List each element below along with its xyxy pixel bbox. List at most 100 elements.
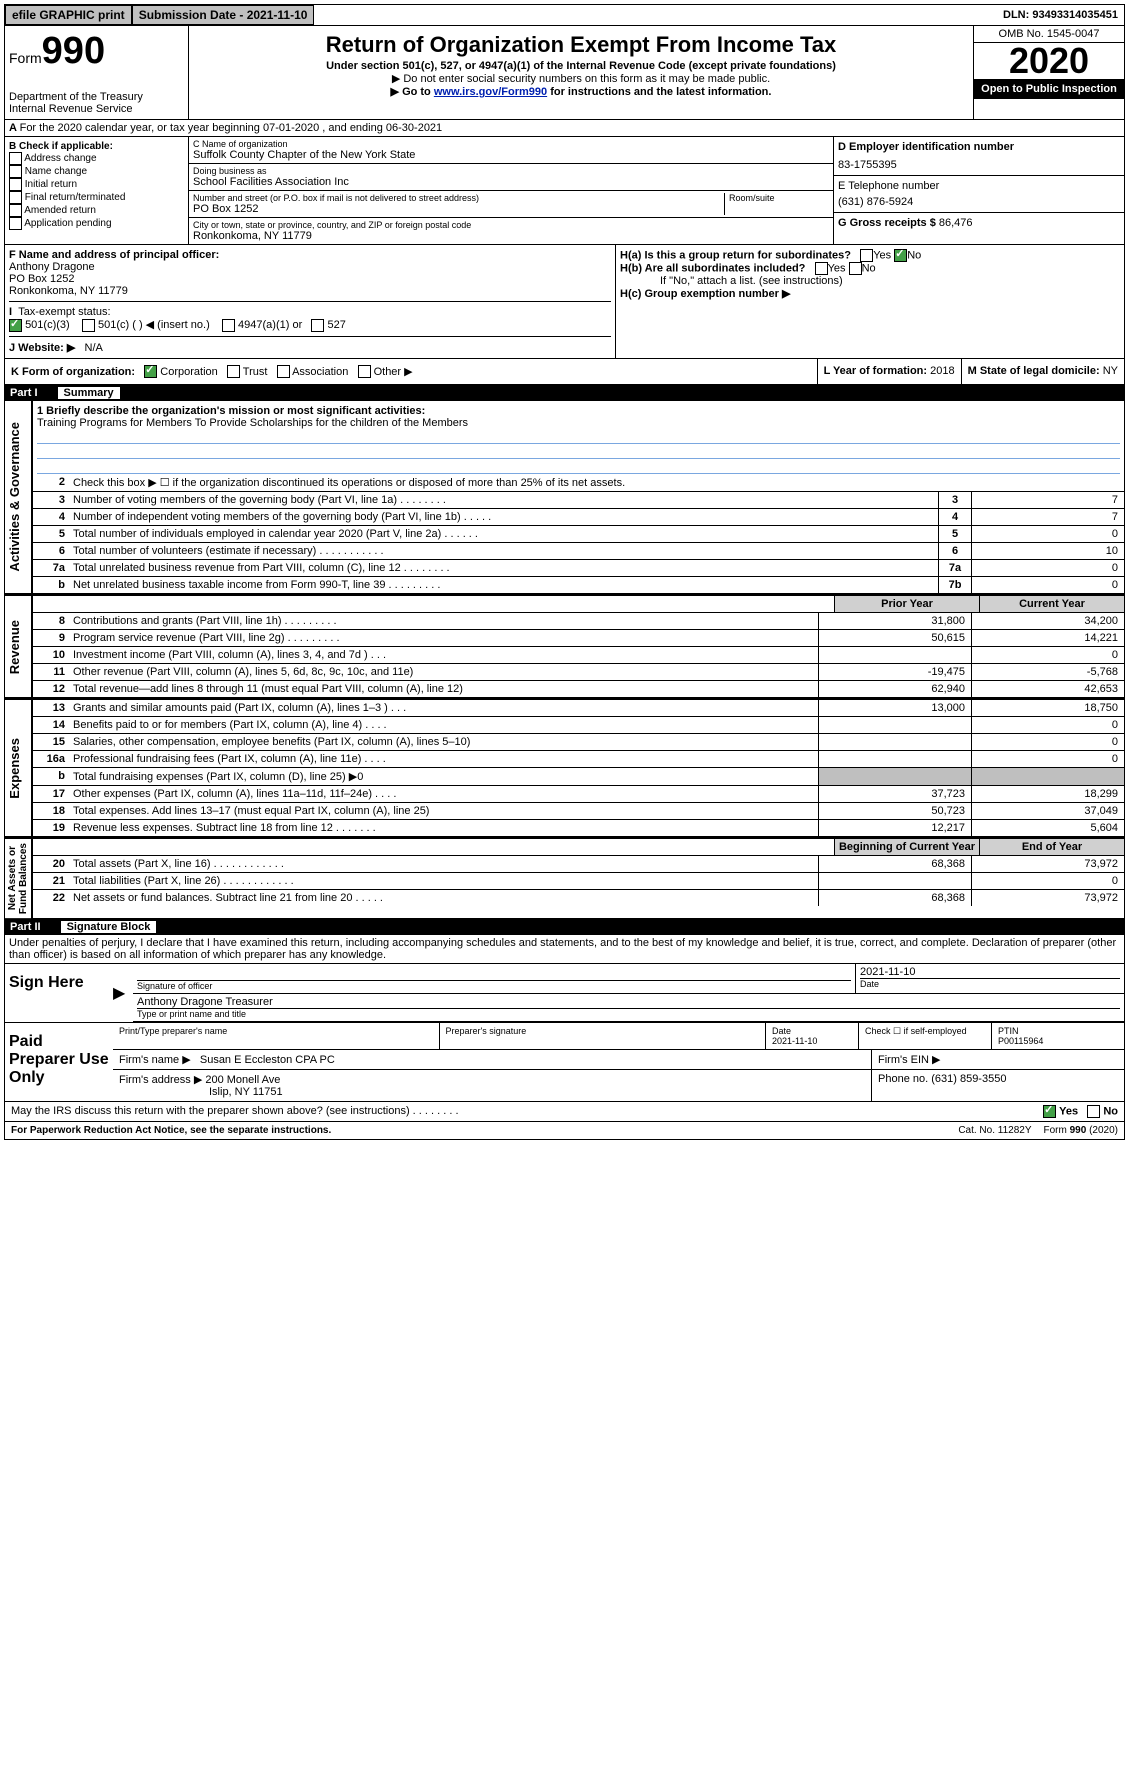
line-10: 10Investment income (Part VIII, column (… (33, 647, 1124, 664)
discuss-with-preparer: May the IRS discuss this return with the… (4, 1102, 1125, 1122)
chk-corporation[interactable] (144, 365, 157, 378)
line-12: 12Total revenue—add lines 8 through 11 (… (33, 681, 1124, 697)
line-21: 21Total liabilities (Part X, line 26) . … (33, 873, 1124, 890)
section-k-form-org: K Form of organization: Corporation Trus… (5, 359, 419, 385)
paid-preparer-label: Paid Preparer Use Only (5, 1023, 113, 1101)
arrow-icon: ▶ (113, 964, 133, 1022)
section-h-group: H(a) Is this a group return for subordin… (615, 245, 1124, 358)
summary-line-7a: 7aTotal unrelated business revenue from … (33, 560, 1124, 577)
chk-hb-no[interactable] (849, 262, 862, 275)
org-name: Suffolk County Chapter of the New York S… (193, 149, 829, 161)
line-1-label: 1 Briefly describe the organization's mi… (37, 405, 425, 417)
firm-phone: Phone no. (631) 859-3550 (871, 1070, 1124, 1101)
summary-line-5: 5Total number of individuals employed in… (33, 526, 1124, 543)
vlabel-revenue: Revenue (5, 616, 24, 678)
summary-line-4: 4Number of independent voting members of… (33, 509, 1124, 526)
revenue-section: Revenue Prior Year Current Year 8Contrib… (4, 594, 1125, 698)
section-l-year: L Year of formation: 2018 (817, 359, 961, 385)
header-beginning-year: Beginning of Current Year (834, 839, 979, 855)
line-1-mission: Training Programs for Members To Provide… (37, 417, 1120, 429)
line-22: 22Net assets or fund balances. Subtract … (33, 890, 1124, 906)
chk-association[interactable] (277, 365, 290, 378)
vlabel-expenses: Expenses (5, 734, 24, 803)
signature-of-officer-label: Signature of officer (137, 980, 851, 991)
chk-4947[interactable] (222, 319, 235, 332)
line-18: 18Total expenses. Add lines 13–17 (must … (33, 803, 1124, 820)
type-print-name-label: Type or print name and title (137, 1008, 1120, 1019)
subtitle-3: ▶ Go to www.irs.gov/Form990 for instruct… (193, 85, 969, 98)
chk-amended[interactable]: Amended return (9, 204, 184, 217)
chk-ha-yes[interactable] (860, 249, 873, 262)
open-to-public: Open to Public Inspection (974, 79, 1124, 99)
preparer-date-header: Date2021-11-10 (765, 1023, 858, 1049)
section-e-phone: E Telephone number (631) 876-5924 (834, 176, 1124, 213)
top-bar: efile GRAPHIC print Submission Date - 20… (4, 4, 1125, 26)
netassets-section: Net Assets or Fund Balances Beginning of… (4, 837, 1125, 919)
header-end-year: End of Year (979, 839, 1124, 855)
part-2-header: Part II Signature Block (4, 919, 1125, 935)
line-16a: 16aProfessional fundraising fees (Part I… (33, 751, 1124, 768)
chk-501c[interactable] (82, 319, 95, 332)
sign-here-label: Sign Here (5, 964, 113, 1022)
form-title: Return of Organization Exempt From Incom… (193, 32, 969, 58)
chk-discuss-no[interactable] (1087, 1105, 1100, 1118)
line-15: 15Salaries, other compensation, employee… (33, 734, 1124, 751)
chk-other[interactable] (358, 365, 371, 378)
line-9: 9Program service revenue (Part VIII, lin… (33, 630, 1124, 647)
street-address: PO Box 1252 (193, 203, 724, 215)
section-c-org-info: C Name of organization Suffolk County Ch… (189, 137, 833, 244)
line-19: 19Revenue less expenses. Subtract line 1… (33, 820, 1124, 836)
dln-label: DLN: 93493314035451 (997, 7, 1124, 23)
chk-501c3[interactable] (9, 319, 22, 332)
chk-ha-no[interactable] (894, 249, 907, 262)
chk-address-change[interactable]: Address change (9, 152, 184, 165)
vlabel-governance: Activities & Governance (5, 418, 24, 576)
dba-name: School Facilities Association Inc (193, 176, 829, 188)
preparer-ptin: PTINP00115964 (991, 1023, 1124, 1049)
page-footer: For Paperwork Reduction Act Notice, see … (4, 1122, 1125, 1140)
preparer-sig-header: Preparer's signature (439, 1023, 766, 1049)
entity-grid: B Check if applicable: Address change Na… (4, 137, 1125, 245)
line-b: bTotal fundraising expenses (Part IX, co… (33, 768, 1124, 786)
summary-line-3: 3Number of voting members of the governi… (33, 492, 1124, 509)
irs-link[interactable]: www.irs.gov/Form990 (434, 86, 547, 98)
submission-date-button[interactable]: Submission Date - 2021-11-10 (132, 5, 315, 25)
part-1-summary: Activities & Governance 1 Briefly descri… (4, 401, 1125, 594)
dept-treasury: Department of the Treasury Internal Reve… (9, 91, 184, 115)
firm-address: Firm's address ▶ 200 Monell Ave Islip, N… (113, 1070, 871, 1101)
section-d-ein: D Employer identification number 83-1755… (834, 137, 1124, 176)
chk-trust[interactable] (227, 365, 240, 378)
sign-date: 2021-11-10 (860, 966, 1120, 978)
section-m-state: M State of legal domicile: NY (961, 359, 1124, 385)
summary-line-2: 2Check this box ▶ ☐ if the organization … (33, 474, 1124, 492)
chk-application-pending[interactable]: Application pending (9, 217, 184, 230)
perjury-statement: Under penalties of perjury, I declare th… (4, 935, 1125, 964)
line-13: 13Grants and similar amounts paid (Part … (33, 700, 1124, 717)
chk-name-change[interactable]: Name change (9, 165, 184, 178)
sign-here-block: Sign Here ▶ Signature of officer 2021-11… (4, 964, 1125, 1023)
line-17: 17Other expenses (Part IX, column (A), l… (33, 786, 1124, 803)
section-f-officer: F Name and address of principal officer:… (9, 249, 611, 297)
expenses-section: Expenses 13Grants and similar amounts pa… (4, 698, 1125, 837)
chk-527[interactable] (311, 319, 324, 332)
form-header: Form990 Department of the Treasury Inter… (4, 26, 1125, 120)
chk-final-return[interactable]: Final return/terminated (9, 191, 184, 204)
row-f-to-j: F Name and address of principal officer:… (4, 245, 1125, 359)
section-a-tax-year: A For the 2020 calendar year, or tax yea… (4, 120, 1125, 137)
summary-line-b: bNet unrelated business taxable income f… (33, 577, 1124, 593)
header-current-year: Current Year (979, 596, 1124, 612)
section-b-checkboxes: B Check if applicable: Address change Na… (5, 137, 189, 244)
firm-ein: Firm's EIN ▶ (871, 1050, 1124, 1069)
row-klm: K Form of organization: Corporation Trus… (4, 359, 1125, 386)
room-suite-label: Room/suite (724, 193, 829, 215)
preparer-name-header: Print/Type preparer's name (113, 1023, 439, 1049)
efile-button[interactable]: efile GRAPHIC print (5, 5, 132, 25)
paid-preparer-block: Paid Preparer Use Only Print/Type prepar… (4, 1023, 1125, 1102)
chk-hb-yes[interactable] (815, 262, 828, 275)
vlabel-netassets: Net Assets or Fund Balances (5, 839, 31, 918)
header-prior-year: Prior Year (834, 596, 979, 612)
chk-discuss-yes[interactable] (1043, 1105, 1056, 1118)
preparer-self-employed: Check ☐ if self-employed (858, 1023, 991, 1049)
part-1-header: Part I Summary (4, 385, 1125, 401)
chk-initial-return[interactable]: Initial return (9, 178, 184, 191)
